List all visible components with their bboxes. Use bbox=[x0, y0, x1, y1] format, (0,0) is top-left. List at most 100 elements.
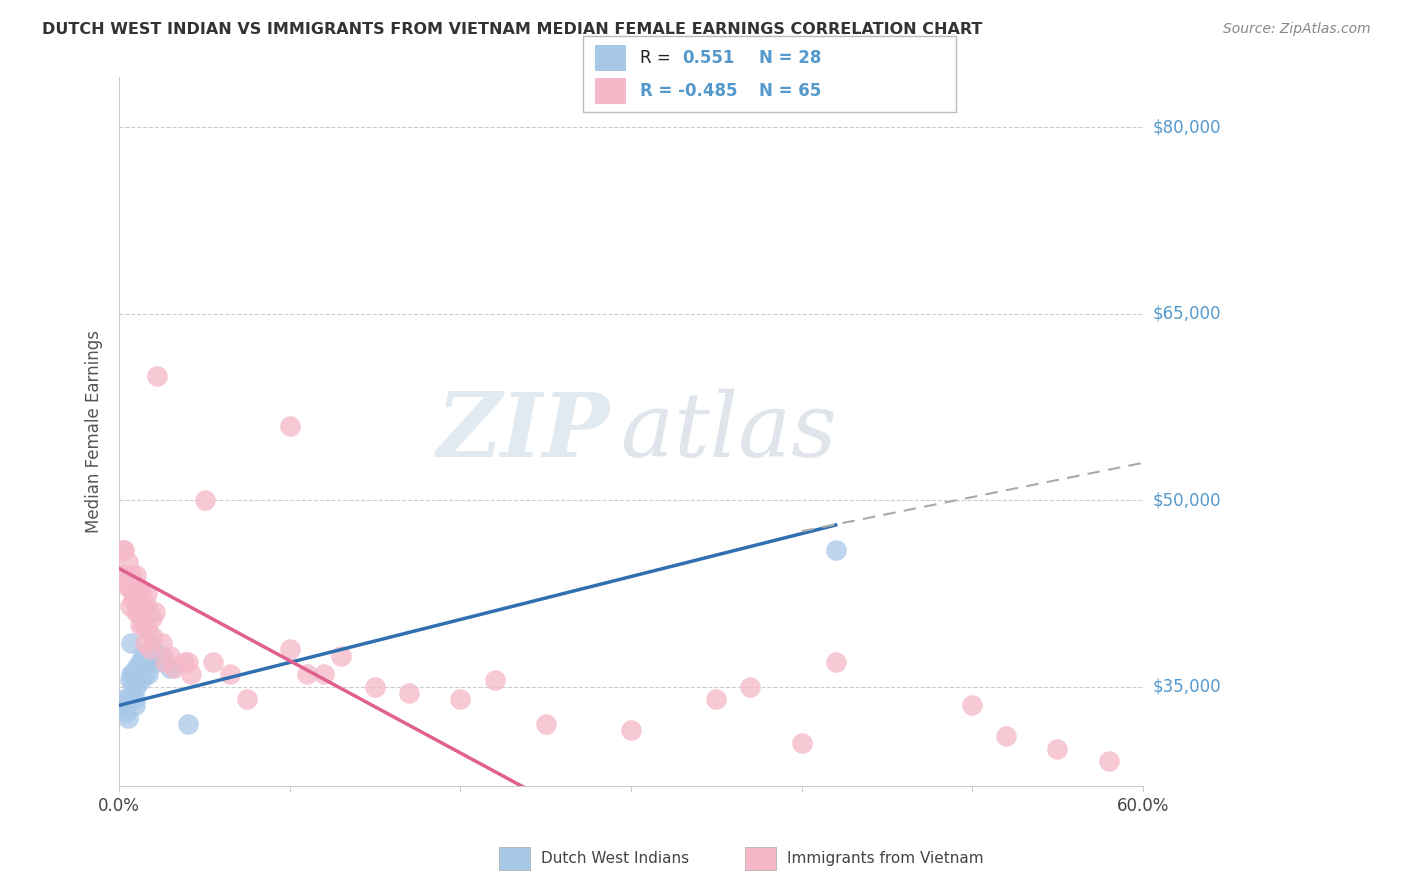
Text: R = -0.485: R = -0.485 bbox=[640, 82, 737, 100]
Point bbox=[449, 692, 471, 706]
Point bbox=[159, 661, 181, 675]
Point bbox=[128, 617, 150, 632]
Point bbox=[132, 599, 155, 613]
Point bbox=[125, 567, 148, 582]
Text: $65,000: $65,000 bbox=[1153, 305, 1222, 323]
Point bbox=[111, 542, 134, 557]
Point bbox=[173, 655, 195, 669]
Point bbox=[112, 567, 135, 582]
Point bbox=[118, 599, 141, 613]
Text: Source: ZipAtlas.com: Source: ZipAtlas.com bbox=[1223, 22, 1371, 37]
Point bbox=[117, 555, 139, 569]
Text: DUTCH WEST INDIAN VS IMMIGRANTS FROM VIETNAM MEDIAN FEMALE EARNINGS CORRELATION : DUTCH WEST INDIAN VS IMMIGRANTS FROM VIE… bbox=[42, 22, 983, 37]
Point bbox=[146, 368, 169, 383]
Point bbox=[180, 667, 202, 681]
Point bbox=[176, 717, 198, 731]
Point bbox=[132, 617, 155, 632]
Point bbox=[124, 698, 146, 713]
Point bbox=[120, 580, 142, 594]
Point bbox=[1098, 754, 1121, 768]
Point bbox=[135, 655, 157, 669]
Point bbox=[150, 648, 173, 663]
Y-axis label: Median Female Earnings: Median Female Earnings bbox=[86, 330, 103, 533]
Point bbox=[112, 542, 135, 557]
Point bbox=[120, 567, 142, 582]
Point bbox=[122, 667, 145, 681]
Point bbox=[155, 655, 177, 669]
Point bbox=[330, 648, 353, 663]
Point bbox=[118, 580, 141, 594]
Point bbox=[131, 605, 153, 619]
Point bbox=[135, 586, 157, 600]
Point bbox=[139, 648, 162, 663]
Point bbox=[127, 605, 149, 619]
Point bbox=[125, 592, 148, 607]
Point bbox=[790, 736, 813, 750]
Point bbox=[131, 586, 153, 600]
Point bbox=[136, 624, 159, 638]
Point bbox=[134, 667, 156, 681]
Point bbox=[202, 655, 225, 669]
Point bbox=[128, 655, 150, 669]
Point bbox=[117, 711, 139, 725]
Point bbox=[159, 648, 181, 663]
Point bbox=[122, 592, 145, 607]
Point bbox=[139, 642, 162, 657]
Point bbox=[125, 661, 148, 675]
Text: N = 28: N = 28 bbox=[759, 49, 821, 67]
Point bbox=[111, 698, 134, 713]
Point bbox=[141, 611, 163, 625]
Point bbox=[117, 692, 139, 706]
Point bbox=[131, 673, 153, 688]
Point bbox=[143, 605, 166, 619]
Text: N = 65: N = 65 bbox=[759, 82, 821, 100]
Text: R =: R = bbox=[640, 49, 676, 67]
Point bbox=[824, 542, 846, 557]
Text: $50,000: $50,000 bbox=[1153, 491, 1222, 509]
Point bbox=[127, 661, 149, 675]
Point bbox=[995, 730, 1018, 744]
Point bbox=[115, 705, 138, 719]
Point bbox=[704, 692, 727, 706]
Point bbox=[176, 655, 198, 669]
Point bbox=[534, 717, 557, 731]
Point bbox=[120, 636, 142, 650]
Point bbox=[150, 636, 173, 650]
Point bbox=[960, 698, 983, 713]
Point bbox=[127, 580, 149, 594]
Point bbox=[134, 636, 156, 650]
Point bbox=[219, 667, 242, 681]
Point bbox=[118, 673, 141, 688]
Point bbox=[193, 493, 215, 508]
Point bbox=[146, 655, 169, 669]
Point bbox=[824, 655, 846, 669]
Point bbox=[142, 630, 165, 644]
Point bbox=[484, 673, 506, 688]
Text: Immigrants from Vietnam: Immigrants from Vietnam bbox=[787, 851, 984, 866]
Point bbox=[125, 605, 148, 619]
Point bbox=[278, 418, 301, 433]
Text: 0.551: 0.551 bbox=[682, 49, 734, 67]
Text: ZIP: ZIP bbox=[437, 389, 610, 475]
Point bbox=[135, 599, 157, 613]
Point bbox=[134, 617, 156, 632]
Point bbox=[163, 661, 186, 675]
Text: $80,000: $80,000 bbox=[1153, 118, 1222, 136]
Text: atlas: atlas bbox=[621, 388, 837, 475]
Point bbox=[398, 686, 420, 700]
Point bbox=[125, 680, 148, 694]
Point bbox=[120, 667, 142, 681]
Point bbox=[128, 599, 150, 613]
Point bbox=[295, 667, 318, 681]
Point bbox=[115, 574, 138, 588]
Point bbox=[136, 667, 159, 681]
Point bbox=[278, 642, 301, 657]
Point bbox=[124, 592, 146, 607]
Point bbox=[132, 648, 155, 663]
Point bbox=[740, 680, 762, 694]
Point bbox=[117, 580, 139, 594]
Point bbox=[1046, 742, 1069, 756]
Text: $35,000: $35,000 bbox=[1153, 678, 1222, 696]
Text: Dutch West Indians: Dutch West Indians bbox=[541, 851, 689, 866]
Point bbox=[312, 667, 335, 681]
